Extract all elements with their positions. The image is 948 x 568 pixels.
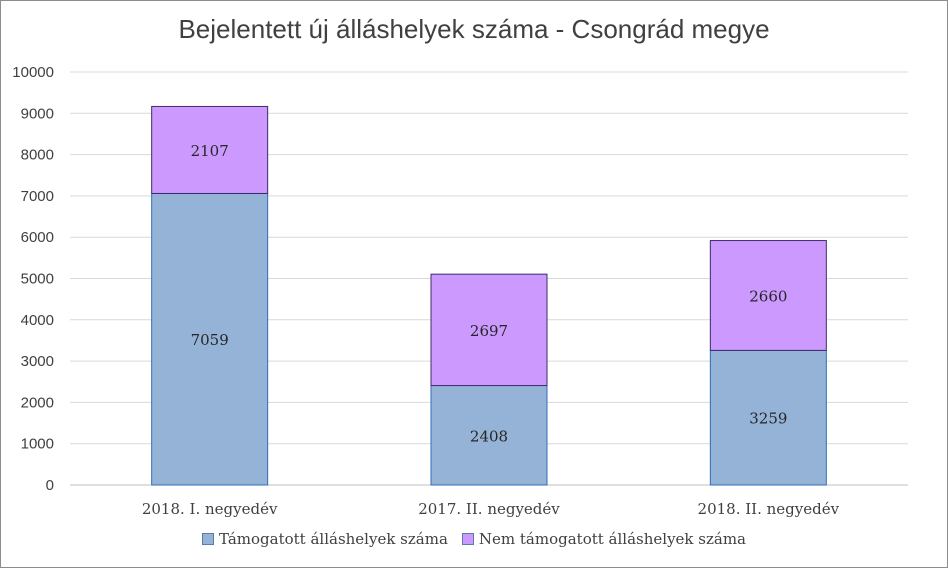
legend-item-supported: Támogatott álláshelyek száma <box>202 530 448 548</box>
y-tick-label: 2000 <box>21 394 54 411</box>
bar-segment <box>709 240 827 351</box>
y-tick-label: 4000 <box>21 312 54 329</box>
y-tick-label: 3000 <box>21 353 54 370</box>
y-tick-label: 10000 <box>12 64 54 81</box>
bar-segment <box>430 385 548 486</box>
chart-title: Bejelentett új álláshelyek száma - Csong… <box>178 14 770 44</box>
data-label: 3259 <box>749 410 787 428</box>
data-label: 2107 <box>191 142 229 160</box>
bar-segment <box>151 192 269 486</box>
x-category-label: 2017. II. negyedév <box>418 500 560 518</box>
y-tick-label: 8000 <box>21 147 54 164</box>
x-category-label: 2018. I. negyedév <box>142 500 278 518</box>
bar-segment <box>151 105 269 194</box>
y-tick-label: 7000 <box>21 188 54 205</box>
legend-item-unsupported: Nem támogatott álláshelyek száma <box>461 530 746 548</box>
legend: Támogatott álláshelyek száma Nem támogat… <box>0 530 948 548</box>
data-label: 2660 <box>749 287 787 305</box>
y-tick-label: 9000 <box>21 105 54 122</box>
y-tick-label: 1000 <box>21 436 54 453</box>
legend-swatch-supported <box>202 533 214 545</box>
legend-label-supported: Támogatott álláshelyek száma <box>219 530 448 548</box>
y-tick-label: 6000 <box>21 229 54 246</box>
x-category-label: 2018. II. negyedév <box>698 500 840 518</box>
bar-segment <box>709 349 827 486</box>
legend-swatch-unsupported <box>461 533 474 545</box>
data-label: 2408 <box>470 427 508 445</box>
bar-segment <box>430 273 548 387</box>
data-label: 7059 <box>191 331 229 349</box>
data-label: 2697 <box>470 322 508 340</box>
y-tick-label: 5000 <box>21 271 54 288</box>
legend-label-unsupported: Nem támogatott álláshelyek száma <box>478 530 746 548</box>
y-tick-label: 0 <box>46 477 54 494</box>
